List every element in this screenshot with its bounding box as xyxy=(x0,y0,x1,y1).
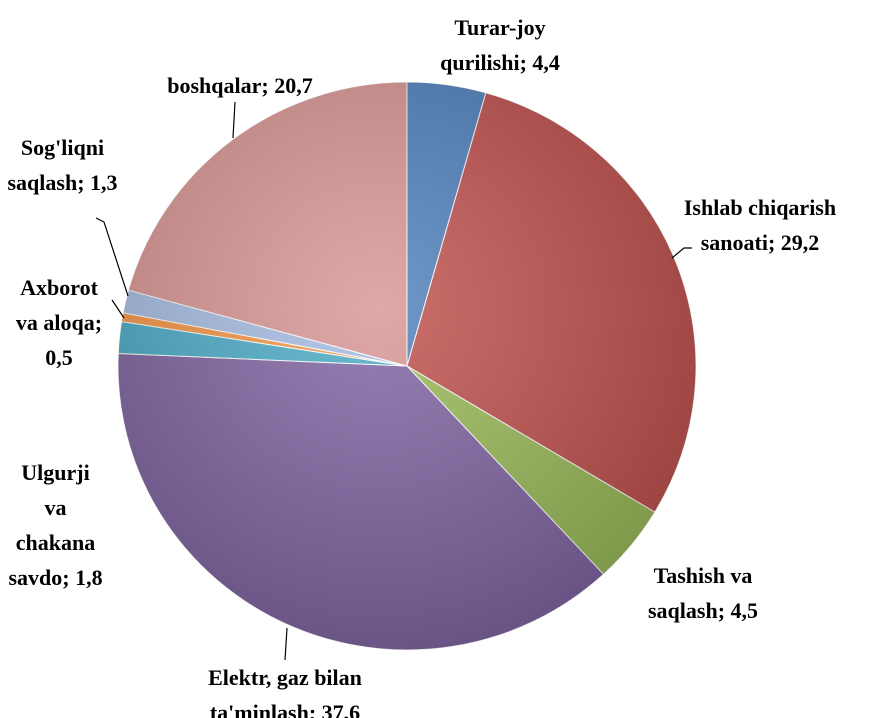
data-label: Tashish va saqlash; 4,5 xyxy=(618,558,788,628)
data-label: Ishlab chiqarish sanoati; 29,2 xyxy=(655,190,865,260)
label-separator: ; xyxy=(308,700,322,718)
slices xyxy=(117,81,697,651)
label-separator: ; xyxy=(717,598,731,623)
label-separator: ; xyxy=(767,230,781,255)
value-label: 1,3 xyxy=(90,170,118,195)
value-label: 37,6 xyxy=(321,700,361,718)
data-label: Elektr, gaz bilan ta'minlash; 37,6 xyxy=(160,660,410,718)
data-label: Ulgurji va chakana savdo; 1,8 xyxy=(8,455,103,595)
value-label: 1,8 xyxy=(75,565,103,590)
data-label: Sog'liqni saqlash; 1,3 xyxy=(5,130,120,200)
label-separator: ; xyxy=(62,565,76,590)
value-label: 0,5 xyxy=(45,345,73,370)
leader-line xyxy=(232,101,236,139)
label-separator: ; xyxy=(77,170,91,195)
leader-line xyxy=(95,217,129,297)
category-label: Ishlab chiqarish sanoati xyxy=(683,195,837,255)
label-separator: ; xyxy=(94,310,103,335)
category-label: Elektr, gaz bilan ta'minlash xyxy=(208,665,362,718)
leader-line xyxy=(671,247,692,259)
value-label: 29,2 xyxy=(780,230,820,255)
label-separator: ; xyxy=(261,73,275,98)
category-label: Axborot va aloqa xyxy=(15,275,98,335)
data-label: Turar-joy qurilishi; 4,4 xyxy=(425,10,575,80)
leader-line xyxy=(111,299,125,319)
data-label: Axborot va aloqa; 0,5 xyxy=(10,270,108,375)
value-label: 4,4 xyxy=(532,50,560,75)
category-label: Sog'liqni saqlash xyxy=(7,135,105,195)
category-label: Ulgurji va chakana savdo xyxy=(8,460,96,590)
leader-line xyxy=(284,627,288,661)
category-label: boshqalar xyxy=(167,73,262,98)
category-label: Tashish va saqlash xyxy=(647,563,753,623)
data-label: boshqalar; 20,7 xyxy=(110,68,370,103)
category-label: Turar-joy qurilishi xyxy=(440,15,546,75)
label-separator: ; xyxy=(519,50,533,75)
value-label: 20,7 xyxy=(274,73,313,98)
value-label: 4,5 xyxy=(730,598,759,623)
leader-lines xyxy=(95,101,692,661)
